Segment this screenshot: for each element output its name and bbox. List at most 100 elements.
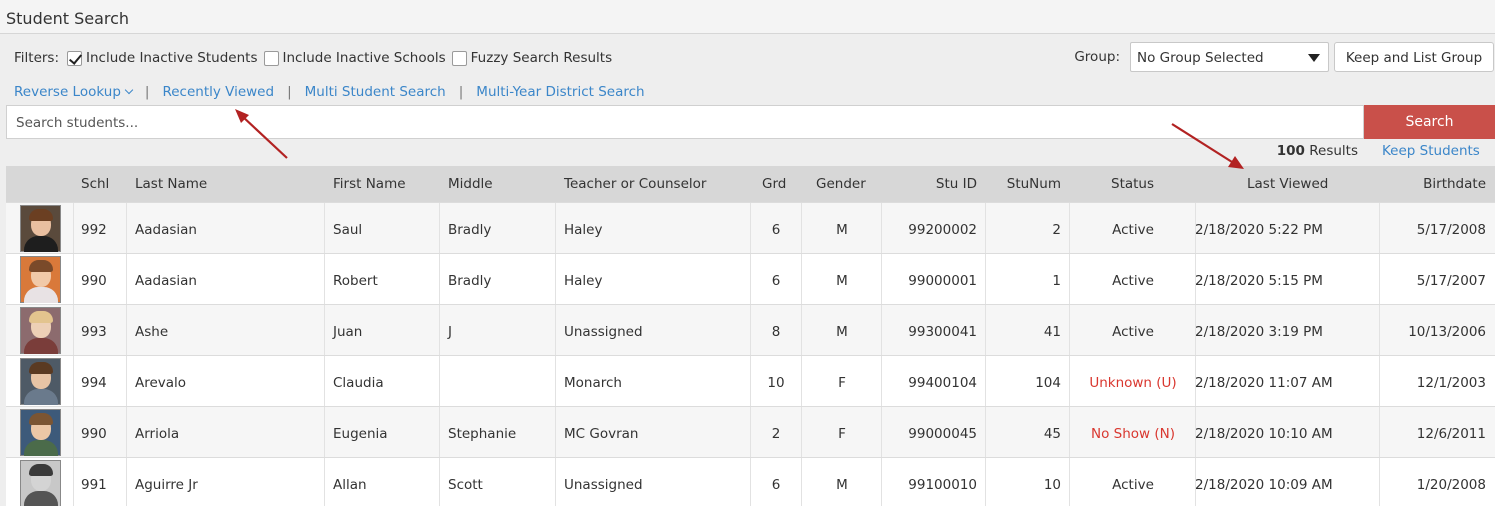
cell-divider	[881, 356, 882, 407]
cell-grd: 2	[771, 426, 781, 442]
cell-teacher: Haley	[564, 222, 603, 238]
student-photo[interactable]	[20, 256, 61, 303]
cell-last-viewed: 2/18/2020 3:19 PM	[1195, 324, 1323, 340]
cell-grd: 10	[767, 375, 785, 391]
cell-divider	[801, 305, 802, 356]
col-last-name[interactable]: Last Name	[135, 176, 208, 192]
cell-stu-id: 99200002	[908, 222, 977, 238]
cell-middle: Stephanie	[448, 426, 517, 442]
table-row[interactable]: 990 Arriola Eugenia Stephanie MC Govran 2 F 990…	[6, 406, 1495, 458]
cell-last-name: Arriola	[135, 426, 180, 442]
col-schl[interactable]: Schl	[81, 176, 110, 192]
fuzzy-search-checkbox[interactable]	[451, 50, 467, 66]
multi-year-district-search-link[interactable]: Multi-Year District Search	[476, 84, 645, 100]
cell-divider	[1069, 305, 1070, 356]
filter-include-inactive-schools[interactable]: Include Inactive Schools	[263, 50, 446, 66]
grid-header: Schl Last Name First Name Middle Teacher…	[6, 166, 1495, 202]
cell-birthdate: 10/13/2006	[1408, 324, 1486, 340]
multi-student-search-link[interactable]: Multi Student Search	[304, 84, 446, 100]
reverse-lookup-link[interactable]: Reverse Lookup	[14, 84, 134, 100]
cell-divider	[881, 458, 882, 506]
include-inactive-students-checkbox[interactable]	[67, 50, 83, 66]
group-select[interactable]: No Group Selected	[1130, 42, 1329, 72]
filter-fuzzy-search[interactable]: Fuzzy Search Results	[451, 50, 612, 66]
caret-down-icon	[1308, 54, 1320, 62]
cell-divider	[324, 458, 325, 506]
cell-stu-id: 99300041	[908, 324, 977, 340]
grid-body: 992 Aadasian Saul Bradly Haley 6 M 99200002 2 Act…	[6, 202, 1495, 506]
col-stu-id[interactable]: Stu ID	[935, 176, 977, 192]
filter-include-inactive-students[interactable]: Include Inactive Students	[67, 50, 258, 66]
col-gender[interactable]: Gender	[816, 176, 866, 192]
cell-divider	[1379, 305, 1380, 356]
student-photo[interactable]	[20, 358, 61, 405]
cell-birthdate: 5/17/2008	[1416, 222, 1486, 238]
student-photo[interactable]	[20, 205, 61, 252]
cell-divider	[439, 458, 440, 506]
recently-viewed-link[interactable]: Recently Viewed	[162, 84, 275, 100]
col-status[interactable]: Status	[1111, 176, 1155, 192]
cell-divider	[439, 203, 440, 254]
cell-divider	[73, 407, 74, 458]
cell-first-name: Juan	[333, 324, 363, 340]
table-row[interactable]: 990 Aadasian Robert Bradly Haley 6 M 99000001 1 A…	[6, 253, 1495, 305]
filters-bar: Filters: Include Inactive Students Inclu…	[14, 48, 618, 68]
cell-stu-id: 99400104	[908, 375, 977, 391]
cell-gender: F	[838, 426, 846, 442]
cell-divider	[1195, 203, 1196, 254]
cell-grd: 8	[771, 324, 781, 340]
cell-divider	[750, 305, 751, 356]
col-last-viewed[interactable]: Last Viewed	[1247, 176, 1329, 192]
cell-status: Active	[1112, 222, 1154, 238]
cell-divider	[73, 356, 74, 407]
include-inactive-schools-checkbox[interactable]	[263, 50, 279, 66]
student-photo[interactable]	[20, 409, 61, 456]
student-photo[interactable]	[20, 460, 61, 506]
annotation-arrow-recently-viewed	[235, 109, 288, 159]
cell-status: Unknown (U)	[1089, 375, 1177, 391]
table-row[interactable]: 992 Aadasian Saul Bradly Haley 6 M 99200002 2 Act…	[6, 202, 1495, 254]
cell-divider	[73, 305, 74, 356]
search-links: Reverse Lookup | Recently Viewed | Multi…	[14, 84, 645, 100]
cell-divider	[126, 407, 127, 458]
cell-teacher: Unassigned	[564, 477, 643, 493]
keep-students-link[interactable]: Keep Students	[1382, 143, 1480, 159]
student-photo[interactable]	[20, 307, 61, 354]
table-row[interactable]: 993 Ashe Juan J Unassigned 8 M 99300041 41 Active…	[6, 304, 1495, 356]
cell-divider	[985, 305, 986, 356]
col-stunum[interactable]: StuNum	[1006, 176, 1061, 192]
cell-divider	[1195, 458, 1196, 506]
cell-grd: 6	[771, 477, 781, 493]
col-teacher[interactable]: Teacher or Counselor	[564, 176, 707, 192]
results-label: Results	[1309, 143, 1358, 159]
include-inactive-students-label: Include Inactive Students	[86, 50, 258, 66]
cell-last-name: Aadasian	[135, 222, 197, 238]
cell-gender: M	[836, 222, 848, 238]
cell-divider	[1195, 305, 1196, 356]
cell-stu-id: 99100010	[908, 477, 977, 493]
col-middle[interactable]: Middle	[448, 176, 493, 192]
annotation-arrow-last-viewed	[1171, 123, 1244, 169]
cell-stu-id: 99000045	[908, 426, 977, 442]
search-button[interactable]: Search	[1364, 105, 1495, 139]
cell-divider	[73, 203, 74, 254]
col-birthdate[interactable]: Birthdate	[1423, 176, 1486, 192]
cell-divider	[750, 458, 751, 506]
cell-divider	[324, 254, 325, 305]
cell-last-viewed: 2/18/2020 11:07 AM	[1195, 375, 1333, 391]
search-input[interactable]: Search students...	[6, 105, 1364, 139]
cell-divider	[126, 305, 127, 356]
cell-stunum: 10	[1043, 477, 1061, 493]
cell-divider	[750, 407, 751, 458]
group-label: Group:	[1074, 49, 1120, 65]
cell-divider	[1379, 356, 1380, 407]
cell-grd: 6	[771, 222, 781, 238]
keep-and-list-group-button[interactable]: Keep and List Group	[1334, 42, 1494, 72]
col-grd[interactable]: Grd	[762, 176, 787, 192]
cell-divider	[324, 203, 325, 254]
table-row[interactable]: 991 Aguirre Jr Allan Scott Unassigned 6 M 99100…	[6, 457, 1495, 506]
col-first-name[interactable]: First Name	[333, 176, 406, 192]
reverse-lookup-label: Reverse Lookup	[14, 84, 121, 100]
table-row[interactable]: 994 Arevalo Claudia Monarch 10 F 99400104 104 Un…	[6, 355, 1495, 407]
cell-stu-id: 99000001	[908, 273, 977, 289]
